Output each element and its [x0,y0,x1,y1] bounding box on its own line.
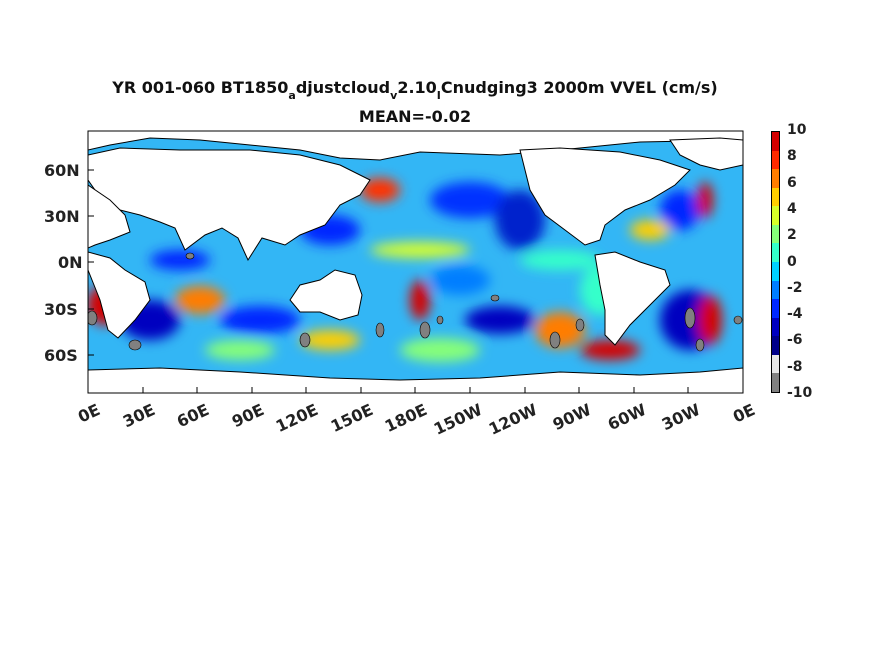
colorbar-segment [772,150,779,170]
colorbar-tick-label: -10 [787,385,813,401]
y-tick-label-60n: 60N [44,161,80,180]
colorbar-tick-label: -6 [787,332,803,349]
colorbar-tick-label: -2 [787,279,803,296]
colorbar-segment [772,280,779,300]
colorbar-tick-label: 4 [787,200,797,217]
x-tick-marks [87,387,744,393]
colorbar-segment [772,224,779,244]
colorbar-tick-label: 2 [787,227,797,244]
colorbar-segment [772,169,779,189]
colorbar-tick-label: 0 [787,253,797,270]
plot-title: YR 001-060 BT1850adjustcloudv2.10ICnudgi… [0,78,830,102]
title-suffix: Cnudging3 2000m VVEL (cm/s) [440,78,718,97]
title-middle-1: djustcloud [295,78,391,97]
y-tick-label-0n: 0N [58,253,83,272]
antarctica [88,367,743,393]
colorbar-segment [772,336,779,356]
colorbar-segment [772,373,779,393]
y-tick-marks [88,169,94,356]
colorbar-segment [772,132,779,152]
y-tick-label-60s: 60S [44,346,78,365]
title-middle-2: 2.10 [397,78,437,97]
colorbar-segment [772,299,779,319]
colorbar-segment [772,262,779,282]
north-america [519,147,691,246]
title-subscript-a: a [288,89,296,102]
colorbar-segment [772,206,779,226]
eurasia [88,147,371,262]
colorbar-tick-label: -8 [787,358,803,375]
greenland [669,137,743,171]
colorbar-tick-label: -4 [787,306,803,323]
south-america [594,251,671,346]
colorbar [771,131,780,393]
west-africa [88,184,131,249]
land-masses [88,131,743,393]
y-tick-label-30n: 30N [44,207,80,226]
colorbar-tick-label: 10 [787,122,807,138]
title-subscript-i: I [436,89,441,102]
colorbar-segment [772,243,779,263]
colorbar-segment [772,317,779,337]
title-prefix: YR 001-060 BT1850 [112,78,289,97]
colorbar-segment [772,354,779,374]
title-subscript-v: v [390,89,398,102]
colorbar-tick-label: 8 [787,148,797,165]
africa [88,251,151,339]
colorbar-segment [772,187,779,207]
australia [289,269,363,321]
mean-label: MEAN=-0.02 [358,107,472,126]
colorbar-tick-label: 6 [787,174,797,191]
missing-data [88,252,743,352]
y-tick-label-30s: 30S [44,300,78,319]
